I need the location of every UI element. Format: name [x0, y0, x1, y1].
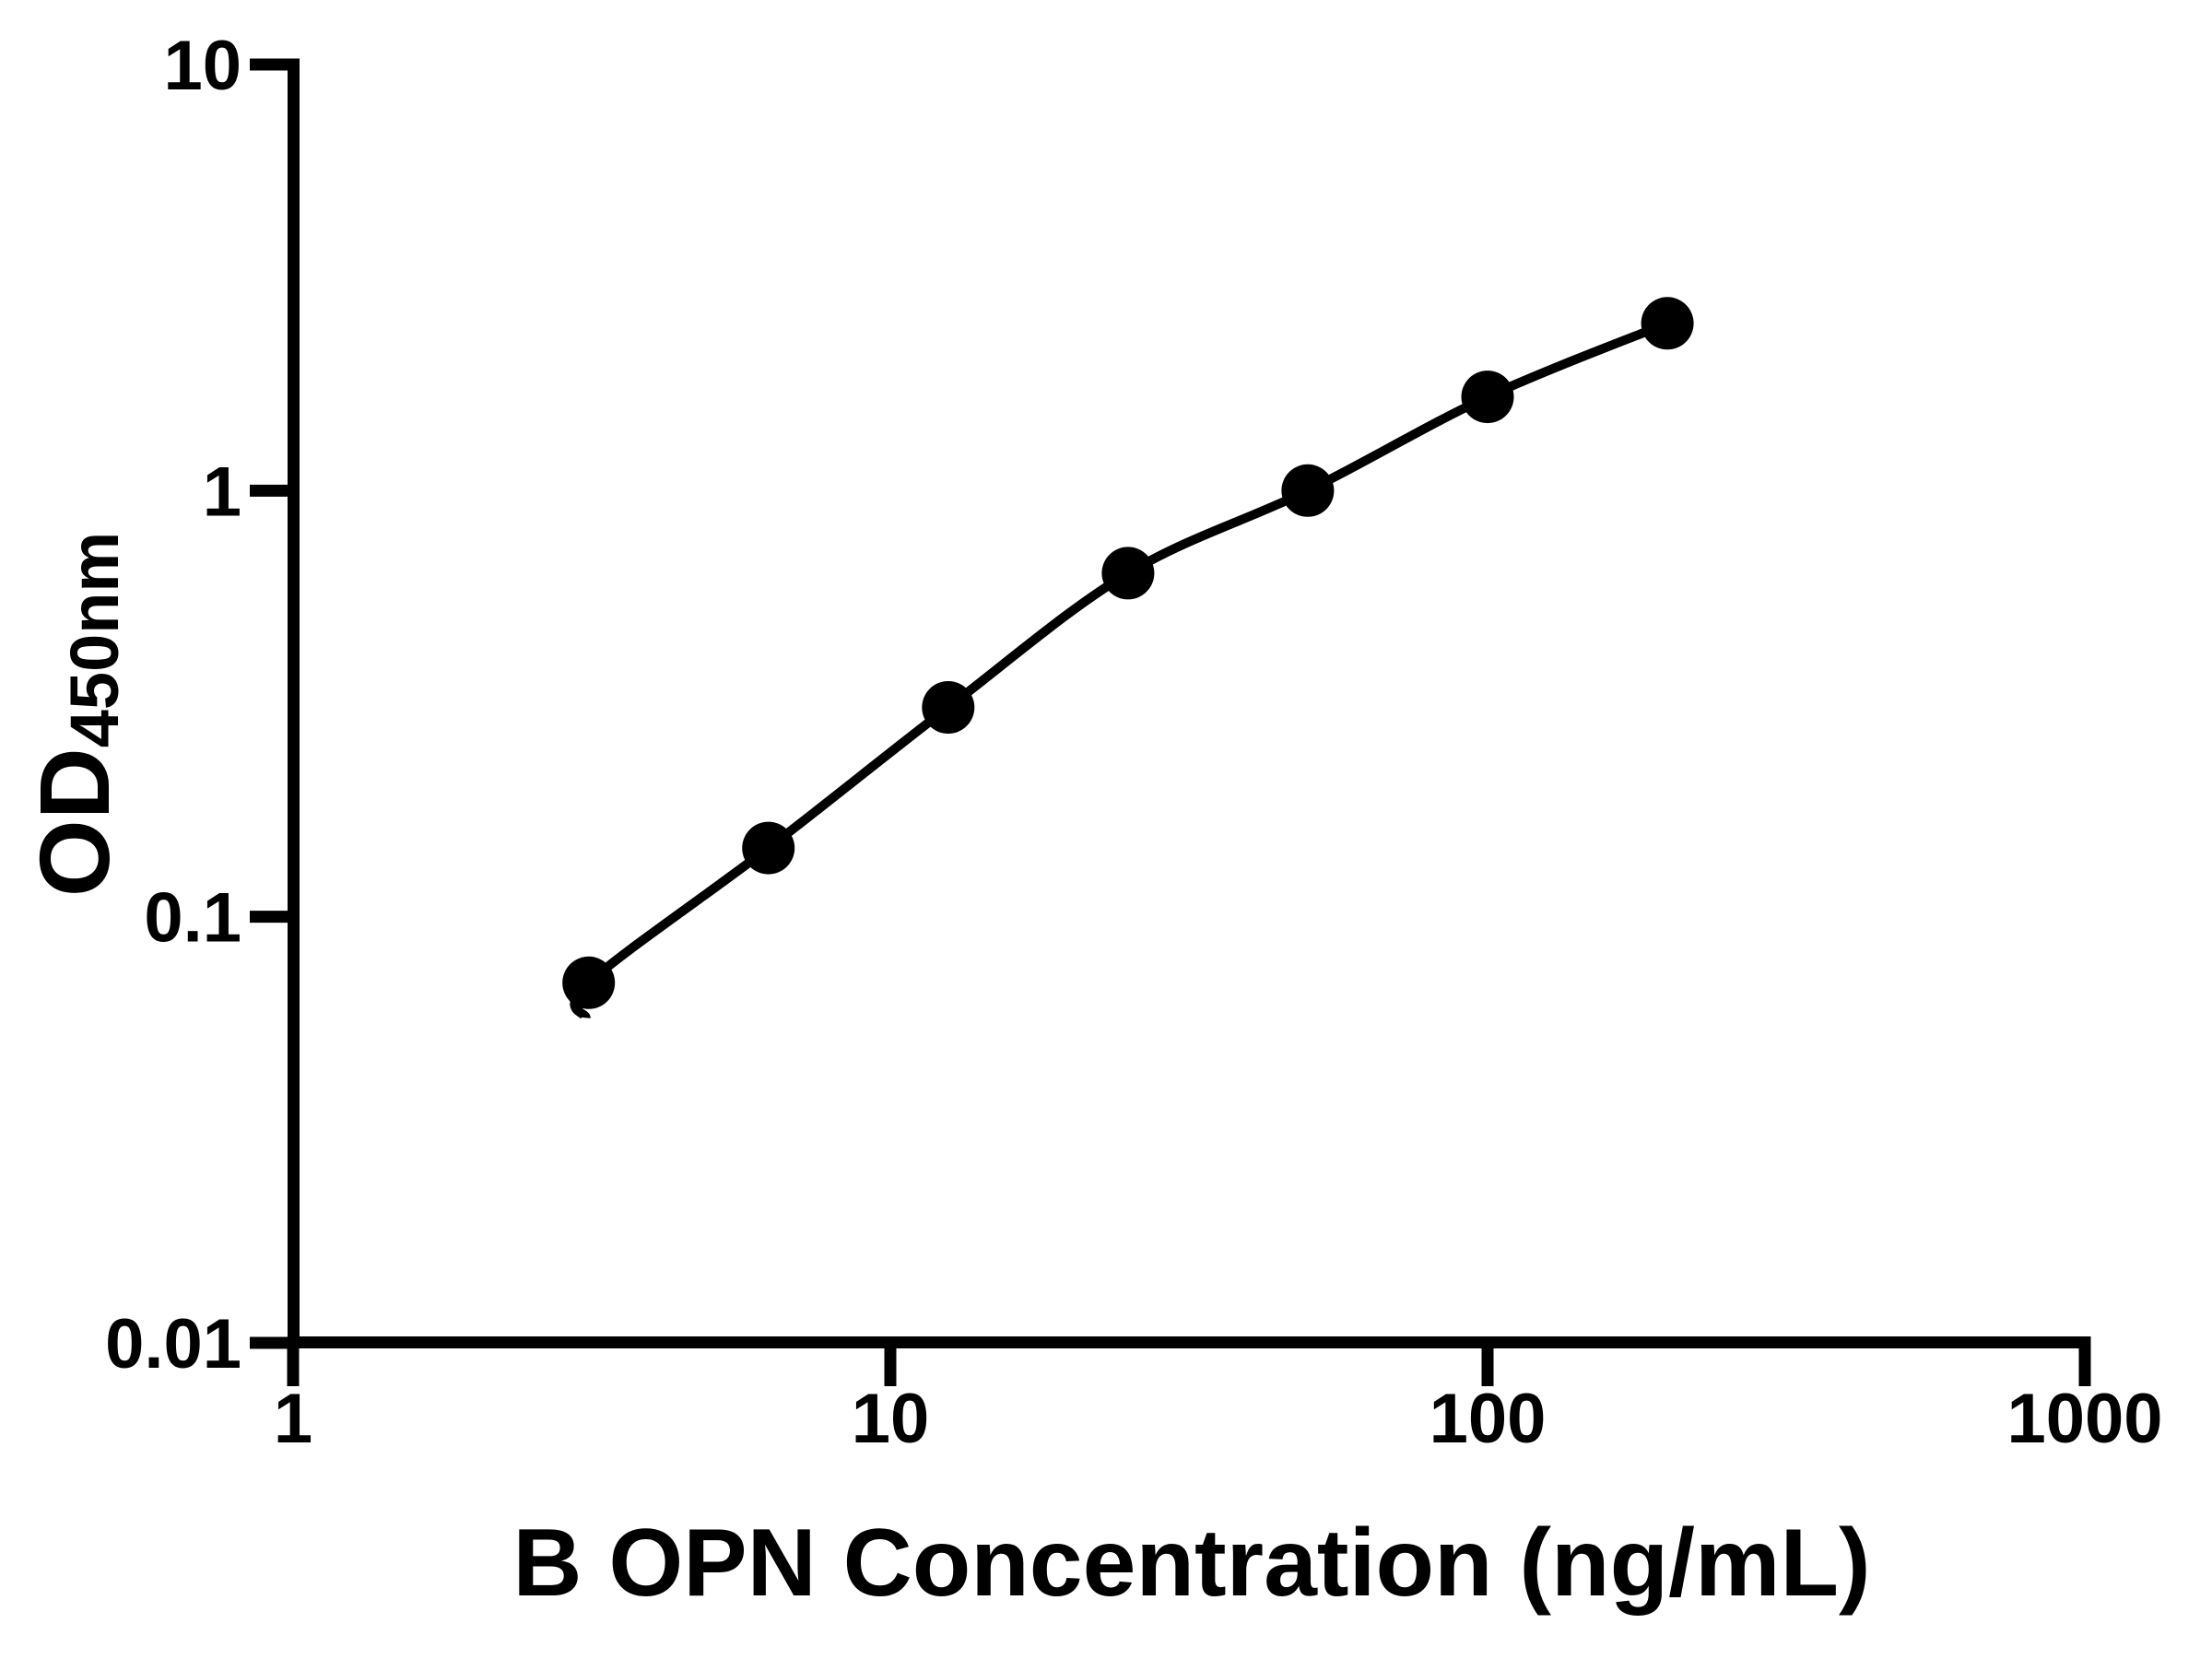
y-tick-label: 10	[163, 27, 241, 105]
data-point-marker	[1101, 547, 1155, 600]
tick-labels: 10 1 0.1 0.01 1 10 100 1000	[105, 27, 2162, 1458]
tick-marks	[250, 58, 2091, 1386]
data-point-marker	[742, 821, 795, 875]
data-point-marker	[562, 956, 616, 1009]
y-tick-label: 0.1	[144, 879, 241, 958]
data-points	[562, 297, 1694, 1009]
y-tick-label: 1	[203, 453, 241, 531]
x-tick-label: 1000	[2006, 1380, 2162, 1458]
axes	[288, 58, 2091, 1348]
x-axis-title: B OPN Concentration (ng/mL)	[512, 1510, 1870, 1617]
x-tick-label: 100	[1430, 1380, 1547, 1458]
y-tick-label: 0.01	[105, 1305, 241, 1383]
data-point-marker	[1641, 297, 1694, 350]
fitted-curve	[570, 319, 1669, 1020]
data-point-marker	[922, 681, 975, 734]
data-point-marker	[1281, 464, 1335, 517]
standard-curve-line	[570, 319, 1669, 1020]
y-axis-title: OD450nm	[18, 532, 133, 897]
y-axis-title-subscript: 450nm	[56, 532, 133, 747]
x-tick-label: 10	[852, 1380, 930, 1458]
y-axis-title-main: OD	[18, 747, 130, 897]
data-point-marker	[1461, 371, 1514, 424]
x-tick-label: 1	[274, 1380, 312, 1458]
